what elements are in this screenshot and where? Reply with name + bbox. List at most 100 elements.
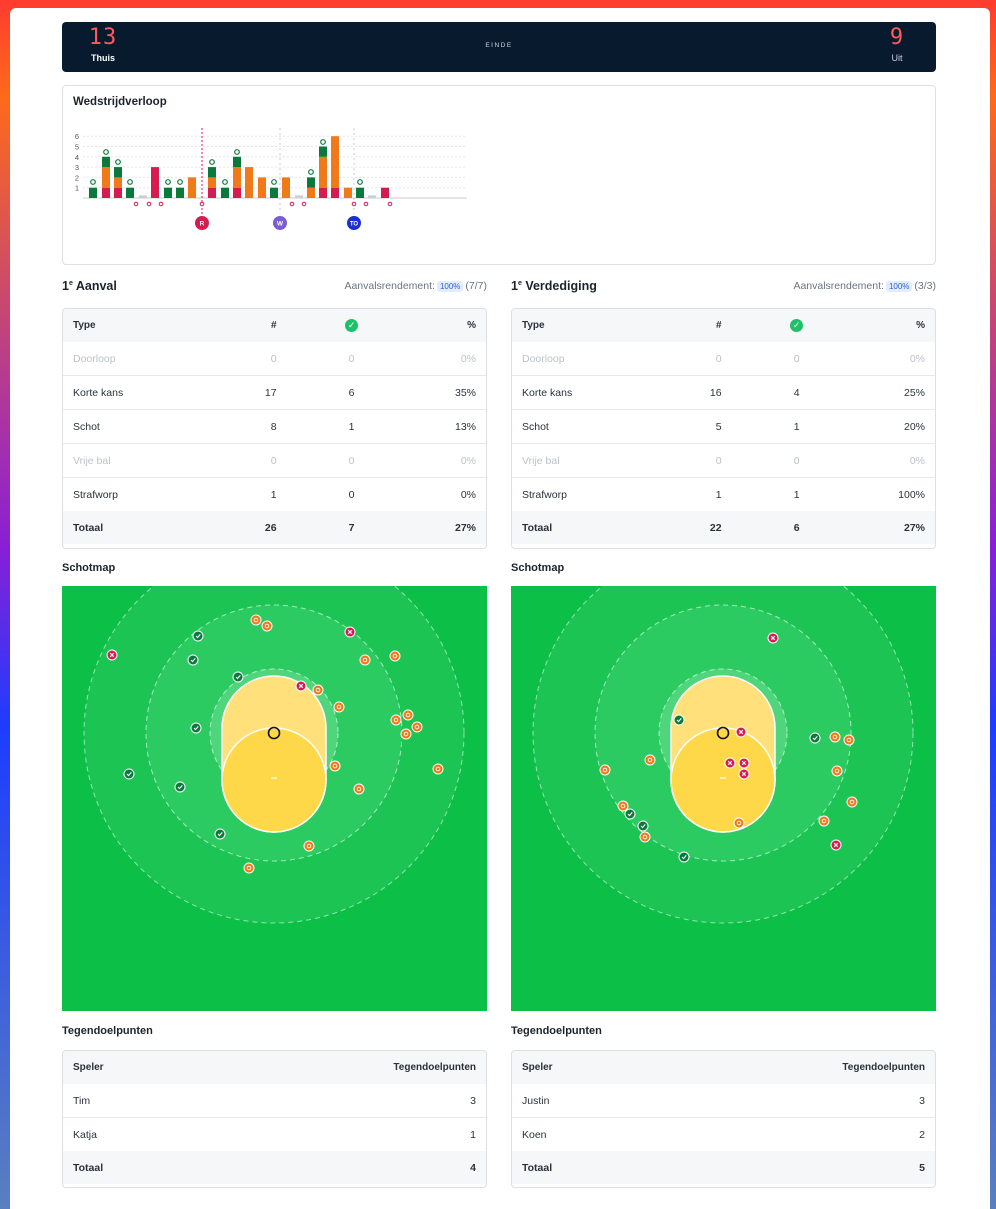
defense-title: 1e Verdediging — [511, 279, 597, 293]
shot-blocked-icon[interactable] — [295, 680, 307, 692]
shot-goal-icon[interactable] — [232, 671, 244, 683]
table-row: Doorloop 0 0 0% — [512, 342, 935, 376]
cell-type: Strafworp — [63, 477, 233, 511]
shot-goal-icon[interactable] — [678, 851, 690, 863]
post-icon — [267, 726, 281, 740]
home-team: 13 Thuis — [88, 26, 118, 64]
shot-miss-icon[interactable] — [733, 817, 745, 829]
table-row: Vrije bal 0 0 0% — [512, 443, 935, 478]
shot-miss-icon[interactable] — [843, 734, 855, 746]
timeline-bar-segment — [295, 195, 303, 198]
cell-ok: 4 — [731, 375, 862, 410]
shot-blocked-icon[interactable] — [106, 649, 118, 661]
event-marker[interactable] — [347, 216, 361, 230]
cell-pct: 0% — [416, 443, 486, 478]
shot-goal-icon[interactable] — [187, 654, 199, 666]
shot-miss-icon[interactable] — [329, 760, 341, 772]
shot-miss-icon[interactable] — [353, 783, 365, 795]
against-table-left: Speler Tegendoelpunten Tim 3 Katja 1 Totaal 4 — [62, 1050, 487, 1188]
cell-pct: 0% — [416, 477, 486, 511]
shot-goal-icon[interactable] — [174, 781, 186, 793]
shot-goal-icon[interactable] — [637, 820, 649, 832]
shot-miss-icon[interactable] — [432, 763, 444, 775]
shot-goal-icon[interactable] — [809, 732, 821, 744]
shot-miss-icon[interactable] — [250, 614, 262, 626]
miss-dot — [363, 201, 369, 207]
shotmap-defense[interactable] — [511, 586, 936, 1011]
shot-goal-icon[interactable] — [673, 714, 685, 726]
event-marker-label: TO — [350, 222, 359, 228]
shot-goal-icon[interactable] — [192, 630, 204, 642]
shot-blocked-icon[interactable] — [767, 632, 779, 644]
col-count: # — [682, 309, 732, 342]
shot-blocked-icon[interactable] — [830, 839, 842, 851]
cell-count: 0 — [715, 352, 722, 365]
post-icon — [716, 726, 730, 740]
away-label: Uit — [891, 53, 903, 63]
shot-miss-icon[interactable] — [599, 764, 611, 776]
shot-miss-icon[interactable] — [261, 620, 273, 632]
shot-miss-icon[interactable] — [400, 728, 412, 740]
y-tick-label: 2 — [75, 173, 79, 182]
goal-dot — [271, 179, 277, 185]
shotmap-attack[interactable] — [62, 586, 487, 1011]
timeline-bar-segment — [233, 167, 241, 188]
shot-miss-icon[interactable] — [359, 654, 371, 666]
shot-miss-icon[interactable] — [402, 709, 414, 721]
shot-blocked-icon[interactable] — [735, 726, 747, 738]
shot-miss-icon[interactable] — [829, 731, 841, 743]
cell-pct: 0% — [861, 443, 935, 478]
cell-ok: 6 — [286, 375, 417, 410]
attack-rendement: Aanvalsrendement: 100% (7/7) — [344, 280, 487, 292]
shot-blocked-icon[interactable] — [738, 757, 750, 769]
miss-dot — [387, 201, 393, 207]
shot-goal-icon[interactable] — [190, 722, 202, 734]
shot-blocked-icon[interactable] — [724, 757, 736, 769]
timeline-bar-segment — [221, 187, 229, 198]
timeline-bar-segment — [258, 177, 266, 198]
cell-type: Doorloop — [522, 352, 565, 365]
shot-miss-icon[interactable] — [411, 721, 423, 733]
cell-count: 16 — [682, 375, 732, 410]
event-marker[interactable] — [195, 216, 209, 230]
timeline-bar-segment — [102, 187, 110, 198]
shot-miss-icon[interactable] — [639, 831, 651, 843]
total-goals: 4 — [202, 1151, 486, 1184]
goal-dot — [357, 179, 363, 185]
cell-pct: 100% — [861, 477, 935, 511]
shotmap-attack-svg — [83, 586, 465, 924]
cell-type: Doorloop — [73, 352, 116, 365]
cell-ok: 1 — [286, 409, 417, 444]
event-marker[interactable] — [273, 216, 287, 230]
shot-miss-icon[interactable] — [818, 815, 830, 827]
timeline-bar-segment — [233, 156, 241, 168]
shot-goal-icon[interactable] — [123, 768, 135, 780]
shot-goal-icon[interactable] — [624, 808, 636, 820]
timeline-bar-segment — [307, 187, 315, 198]
y-tick-label: 1 — [75, 184, 79, 193]
shot-miss-icon[interactable] — [390, 714, 402, 726]
timeline-bar-segment — [245, 167, 253, 198]
shot-blocked-icon[interactable] — [344, 626, 356, 638]
shot-blocked-icon[interactable] — [738, 768, 750, 780]
shot-miss-icon[interactable] — [333, 701, 345, 713]
total-ok: 6 — [731, 511, 862, 544]
shot-miss-icon[interactable] — [617, 800, 629, 812]
cell-ok: 1 — [731, 477, 862, 511]
timeline-bar-segment — [344, 187, 352, 198]
cell-ok: 0 — [286, 443, 417, 478]
shot-miss-icon[interactable] — [312, 684, 324, 696]
shot-miss-icon[interactable] — [389, 650, 401, 662]
shot-miss-icon[interactable] — [303, 840, 315, 852]
shot-miss-icon[interactable] — [846, 796, 858, 808]
shot-miss-icon[interactable] — [831, 765, 843, 777]
shot-goal-icon[interactable] — [214, 828, 226, 840]
cell-pct: 0% — [909, 352, 925, 365]
shot-miss-icon[interactable] — [243, 862, 255, 874]
timeline-bar-segment — [114, 167, 122, 178]
miss-dot — [351, 201, 357, 207]
miss-dot — [289, 201, 295, 207]
cell-type: Schot — [63, 409, 233, 444]
shot-miss-icon[interactable] — [644, 754, 656, 766]
total-pct: 27% — [861, 511, 935, 544]
